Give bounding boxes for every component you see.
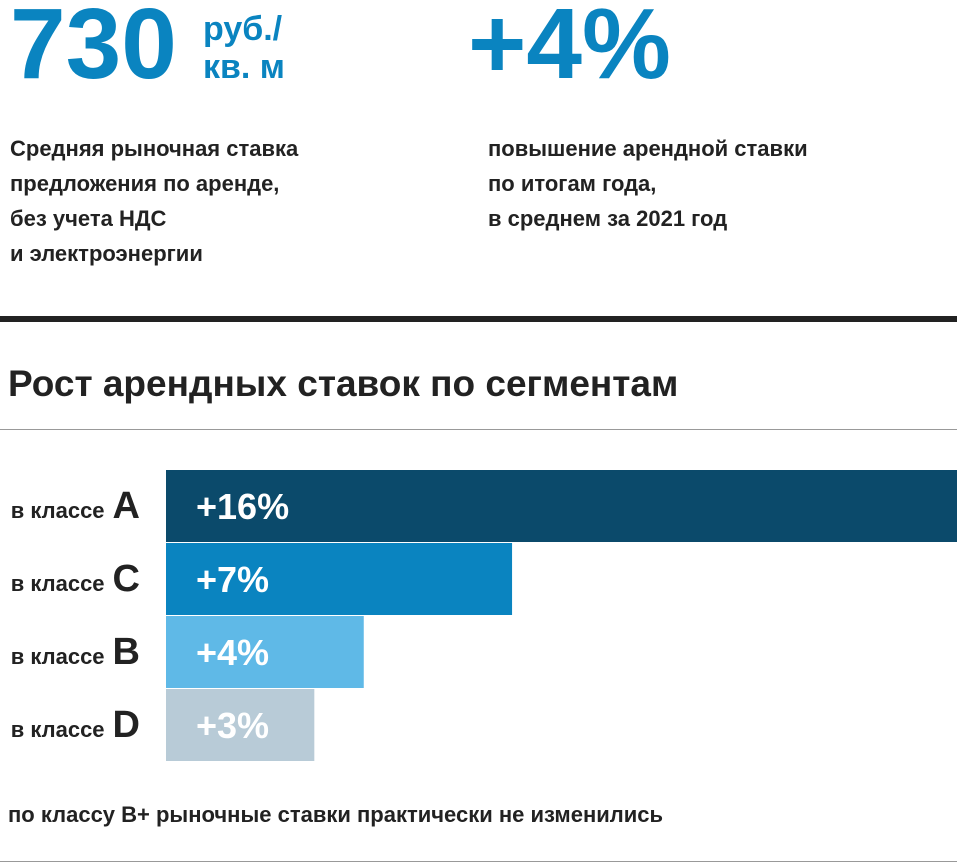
kpi-description: и электроэнергии bbox=[10, 241, 203, 266]
kpi-description: без учета НДС bbox=[10, 206, 167, 231]
chart-title: Рост арендных ставок по сегментам bbox=[8, 363, 678, 404]
category-prefix: в классе bbox=[11, 644, 105, 669]
note: по классу B+ рыночные ставки практически… bbox=[8, 802, 663, 827]
category-label: в классе B bbox=[11, 631, 140, 673]
bar bbox=[166, 689, 315, 761]
divider bbox=[0, 429, 957, 430]
kpi-description: в среднем за 2021 год bbox=[488, 206, 727, 231]
divider bbox=[0, 316, 957, 322]
category-letter: A bbox=[113, 485, 140, 527]
bar bbox=[166, 543, 513, 615]
value-label: +3% bbox=[196, 705, 269, 746]
category-letter: C bbox=[113, 558, 140, 600]
kpi-value: +4% bbox=[468, 0, 671, 100]
bar bbox=[166, 470, 957, 542]
bar bbox=[166, 616, 364, 688]
value-label: +16% bbox=[196, 486, 289, 527]
kpi-unit: кв. м bbox=[203, 48, 285, 86]
kpi-description: по итогам года, bbox=[488, 171, 656, 196]
kpi-description: Средняя рыночная ставка bbox=[10, 136, 299, 161]
category-label: в классе C bbox=[11, 558, 140, 600]
kpi-value: 730 bbox=[10, 0, 177, 100]
category-prefix: в классе bbox=[11, 498, 105, 523]
category-letter: D bbox=[113, 704, 140, 746]
kpi-description: повышение арендной ставки bbox=[488, 136, 808, 161]
category-prefix: в классе bbox=[11, 717, 105, 742]
kpi-unit: руб./ bbox=[203, 10, 283, 48]
category-letter: B bbox=[113, 631, 140, 673]
value-label: +7% bbox=[196, 559, 269, 600]
kpi-description: предложения по аренде, bbox=[10, 171, 279, 196]
category-prefix: в классе bbox=[11, 571, 105, 596]
category-label: в классе A bbox=[11, 485, 140, 527]
divider bbox=[0, 861, 957, 862]
value-label: +4% bbox=[196, 632, 269, 673]
category-label: в классе D bbox=[11, 704, 140, 746]
